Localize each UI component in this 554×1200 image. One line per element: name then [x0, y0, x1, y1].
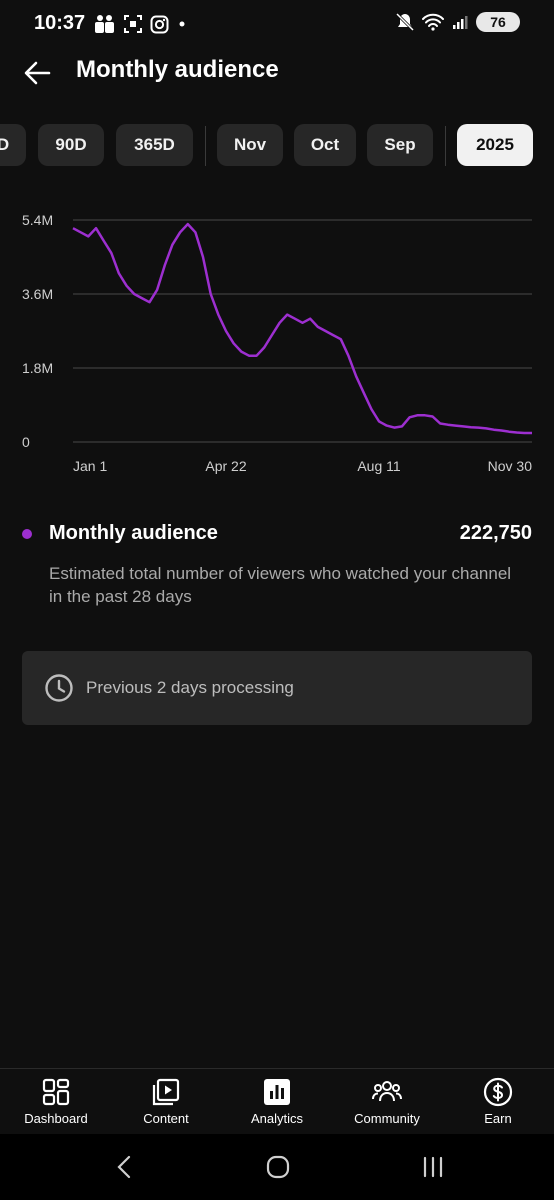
recents-icon[interactable]: [413, 1152, 453, 1182]
nav-label: Analytics: [250, 1111, 304, 1126]
nav-analytics[interactable]: Analytics: [222, 1069, 332, 1135]
period-selector: D 90D 365D Nov Oct Sep 2025: [0, 124, 554, 168]
nav-earn[interactable]: Earn: [443, 1069, 553, 1135]
nav-content[interactable]: Content: [111, 1069, 221, 1135]
back-icon[interactable]: [104, 1152, 144, 1182]
audience-chart: 5.4M 3.6M 1.8M 0 Jan 1 Apr 22 Aug 11 Nov 30: [0, 200, 554, 490]
instagram-icon: [150, 15, 169, 33]
wifi-icon: [422, 13, 444, 31]
chip-period-90d[interactable]: 90D: [38, 124, 104, 166]
x-tick-label: Apr 22: [205, 458, 246, 474]
y-tick-label: 1.8M: [22, 360, 53, 376]
screenshot-icon: [124, 15, 142, 33]
chip-period-sep[interactable]: Sep: [367, 124, 433, 166]
chip-period-d[interactable]: D: [0, 124, 26, 166]
page-title: Monthly audience: [76, 56, 279, 83]
metric-value: 222,750: [459, 522, 532, 544]
nav-label: Dashboard: [24, 1111, 88, 1126]
status-time: 10:37: [34, 12, 86, 34]
chip-period-2025[interactable]: 2025: [457, 124, 533, 166]
processing-notice: Previous 2 days processing: [22, 651, 532, 725]
chip-period-nov[interactable]: Nov: [217, 124, 283, 166]
chip-divider: [445, 126, 446, 166]
series-line: [72, 222, 532, 435]
arrow-left-icon[interactable]: [22, 58, 52, 88]
y-tick-label: 3.6M: [22, 286, 53, 302]
x-tick-label: Aug 11: [357, 458, 401, 474]
earn-icon: [483, 1077, 513, 1107]
series-color-dot: [22, 529, 32, 539]
dashboard-icon: [42, 1078, 70, 1106]
line-chart: 5.4M 3.6M 1.8M 0 Jan 1 Apr 22 Aug 11 Nov 30: [22, 212, 533, 474]
bottom-navigation: Dashboard Content Analytics Community: [0, 1068, 554, 1135]
nav-community[interactable]: Community: [332, 1069, 442, 1135]
status-bar: 10:37 76: [0, 0, 554, 50]
x-tick-label: Jan 1: [73, 458, 107, 474]
analytics-icon: [264, 1079, 290, 1105]
signal-icon: [453, 16, 468, 29]
home-icon[interactable]: [258, 1152, 298, 1182]
nav-dashboard[interactable]: Dashboard: [1, 1069, 111, 1135]
content-icon: [152, 1078, 180, 1106]
notice-text: Previous 2 days processing: [86, 678, 294, 697]
x-tick-label: Nov 30: [488, 458, 533, 474]
metric-summary: Monthly audience 222,750: [22, 520, 532, 550]
clock-icon: [45, 674, 73, 702]
y-tick-label: 5.4M: [22, 212, 53, 228]
metric-description: Estimated total number of viewers who wa…: [49, 564, 512, 606]
dot-icon: [179, 21, 185, 27]
community-icon: [372, 1081, 402, 1102]
system-navigation-bar: [0, 1134, 554, 1200]
chip-divider: [205, 126, 206, 166]
nav-label: Content: [143, 1111, 189, 1126]
nav-label: Community: [354, 1111, 420, 1126]
nav-label: Earn: [484, 1111, 512, 1126]
mute-icon: [396, 12, 414, 32]
app-header: Monthly audience: [0, 50, 554, 94]
chip-period-365d[interactable]: 365D: [116, 124, 193, 166]
metric-name: Monthly audience: [49, 522, 218, 544]
chip-period-oct[interactable]: Oct: [294, 124, 356, 166]
battery-indicator: 76: [476, 12, 520, 32]
y-tick-label: 0: [22, 434, 30, 450]
teams-icon: [95, 15, 114, 33]
